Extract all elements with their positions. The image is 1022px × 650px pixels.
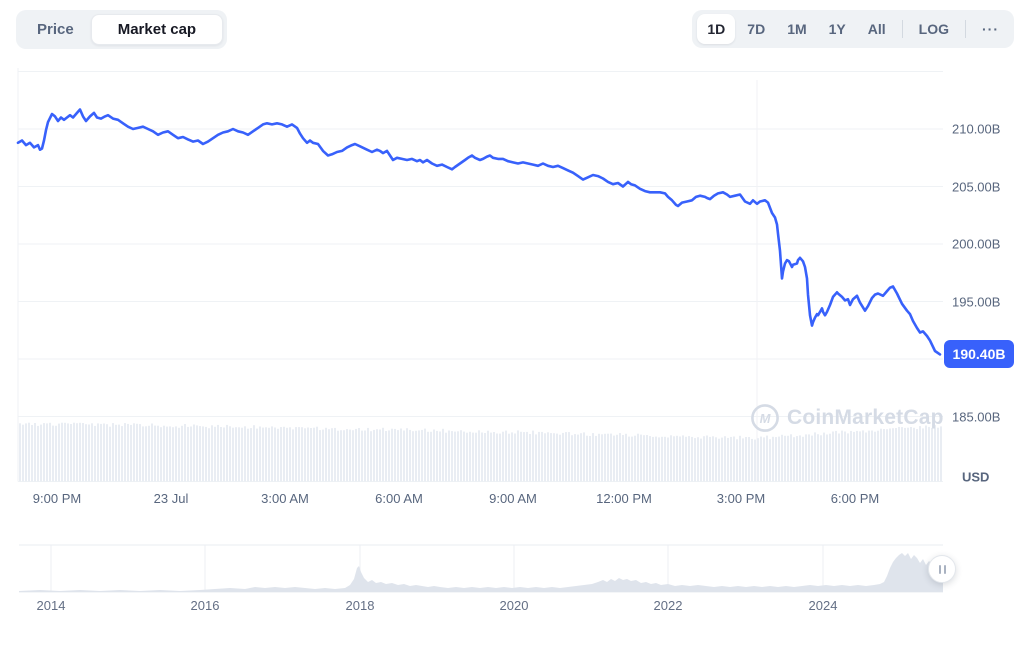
- navigator-year-label: 2014: [36, 598, 66, 613]
- metric-toggle-group: Price Market cap: [16, 9, 228, 49]
- x-axis-label: 6:00 AM: [375, 491, 423, 506]
- handle-grip-bar: [943, 564, 946, 574]
- coinmarketcap-watermark: M CoinMarketCap: [750, 403, 944, 433]
- x-axis-label: 3:00 AM: [261, 491, 309, 506]
- watermark-text: CoinMarketCap: [787, 406, 944, 429]
- range-1m-button[interactable]: 1M: [777, 14, 816, 44]
- y-axis-label: 200.00B: [952, 236, 1001, 252]
- svg-text:M: M: [760, 411, 772, 426]
- y-axis-unit-label: USD: [962, 469, 990, 485]
- time-range-group: 1D 7D 1M 1Y All LOG ···: [692, 10, 1014, 48]
- navigator[interactable]: [19, 545, 943, 593]
- navigator-year-label: 2022: [653, 598, 683, 613]
- x-axis-label: 6:00 PM: [830, 491, 880, 506]
- range-7d-button[interactable]: 7D: [737, 14, 775, 44]
- range-1y-button[interactable]: 1Y: [819, 14, 856, 44]
- current-value-badge: 190.40B: [944, 340, 1014, 369]
- y-axis-label: 195.00B: [952, 294, 1001, 309]
- navigator-year-label: 2020: [499, 598, 529, 613]
- range-1d-button[interactable]: 1D: [697, 14, 736, 44]
- navigator-year-label: 2018: [345, 598, 375, 613]
- chart-plot-area[interactable]: [18, 68, 943, 482]
- coinmarketcap-logo-icon: M: [751, 404, 779, 432]
- x-axis-label: 3:00 PM: [716, 491, 766, 506]
- x-axis-label: 23 Jul: [153, 491, 189, 506]
- navigator-year-label: 2024: [808, 598, 838, 613]
- x-axis-label: 9:00 AM: [489, 491, 537, 506]
- y-axis-label: 185.00B: [952, 409, 1001, 424]
- navigator-year-label: 2016: [190, 598, 220, 613]
- price-tab[interactable]: Price: [20, 14, 91, 45]
- navigator-handle[interactable]: [928, 555, 956, 583]
- y-axis-label: 210.00B: [952, 121, 1001, 137]
- x-axis-label: 9:00 PM: [32, 491, 82, 506]
- divider: [901, 20, 903, 38]
- log-scale-button[interactable]: LOG: [909, 14, 959, 44]
- chart-toolbar: Price Market cap 1D 7D 1M 1Y All LOG ···: [16, 8, 1014, 50]
- y-axis-label: 205.00B: [952, 179, 1001, 194]
- range-all-button[interactable]: All: [858, 14, 896, 44]
- more-options-icon[interactable]: ···: [972, 14, 1009, 44]
- x-axis-label: 12:00 PM: [596, 491, 652, 506]
- handle-grip-bar: [938, 564, 941, 574]
- divider: [965, 20, 966, 38]
- market-cap-tab[interactable]: Market cap: [90, 13, 224, 45]
